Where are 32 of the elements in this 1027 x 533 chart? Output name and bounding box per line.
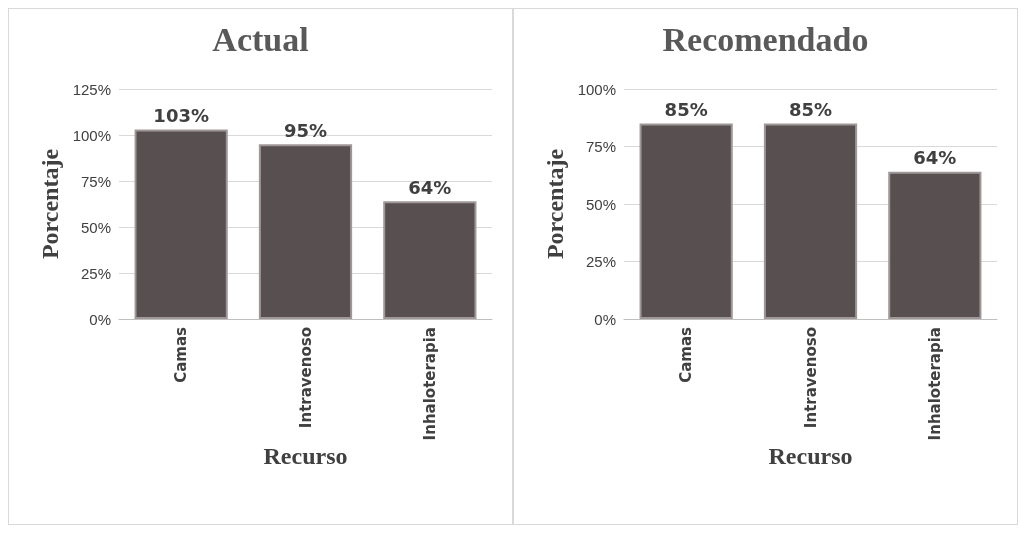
bar xyxy=(258,144,353,319)
data-label: 95% xyxy=(283,119,328,141)
y-tick-label: 100% xyxy=(577,80,616,98)
data-label: 64% xyxy=(913,147,957,169)
y-tick-label: 125% xyxy=(72,80,111,98)
data-label: 64% xyxy=(408,176,452,198)
y-tick-label: 25% xyxy=(80,264,111,282)
y-tick-label: 25% xyxy=(585,253,616,270)
x-tick-label: Intravenoso xyxy=(296,327,315,429)
x-axis-title: Recurso xyxy=(768,443,853,470)
chart-title: Actual xyxy=(212,20,309,58)
chart-title: Recomendado xyxy=(662,20,869,58)
x-tick-label: Camas xyxy=(677,326,696,383)
data-label: 103% xyxy=(153,104,209,126)
x-tick-label: Intravenoso xyxy=(801,327,820,429)
data-label: 85% xyxy=(664,99,708,120)
y-tick-label: 0% xyxy=(594,310,616,328)
x-tick-label: Inhaloterapia xyxy=(420,327,439,441)
y-tick-label: 50% xyxy=(585,195,616,213)
y-tick-label: 100% xyxy=(72,126,111,144)
bar xyxy=(134,129,228,319)
y-axis-title: Porcentaje xyxy=(541,148,568,260)
y-tick-label: 50% xyxy=(80,218,111,236)
y-tick-label: 0% xyxy=(89,310,111,328)
x-tick-label: Inhaloterapia xyxy=(925,327,944,441)
x-tick-label: Camas xyxy=(172,326,191,383)
bar xyxy=(383,201,477,319)
data-label: 85% xyxy=(788,99,833,120)
y-axis-title: Porcentaje xyxy=(36,148,63,260)
x-axis-title: Recurso xyxy=(263,443,348,470)
y-tick-label: 75% xyxy=(585,138,616,155)
y-tick-label: 75% xyxy=(80,172,111,190)
